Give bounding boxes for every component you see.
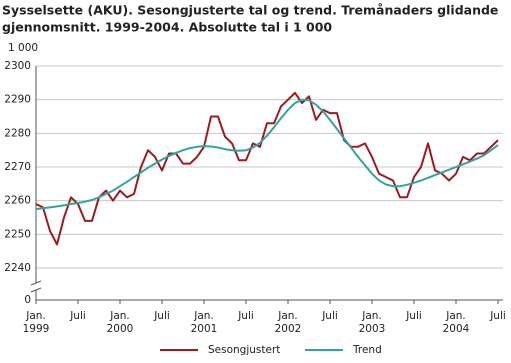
legend-label: Trend [352,344,382,356]
series-line [35,98,499,211]
y-tick-label: 2290 [4,94,31,106]
x-tick-label: Juli [69,310,86,322]
legend-label: Sesongjustert [208,344,280,356]
y-tick-label: 2270 [4,161,31,173]
x-tick-label: Jan. 2001 [191,310,218,335]
y-tick-label: 2250 [4,228,31,240]
y-tick-label: 2260 [4,195,31,207]
x-tick-label: Juli [153,310,170,322]
x-tick-label: Juli [321,310,338,322]
chart-subtitle: gjennomsnitt. 1999-2004. Absolutte tal i… [2,20,332,35]
x-tick-label: Jan. 1999 [23,310,50,335]
x-tick-label: Jan. 2000 [107,310,134,335]
y-tick-label: 2240 [4,262,31,274]
x-tick-label: Juli [237,310,254,322]
y-tick-label: 0 [24,294,31,306]
y-tick-label: 2300 [4,60,31,72]
x-tick-label: Jan. 2002 [275,310,302,335]
x-tick-label: Juli [405,310,422,322]
series-line [35,91,499,246]
x-tick-label: Juli [489,310,506,322]
y-unit-label: 1 000 [8,42,38,54]
axis-break [30,287,42,293]
axis-break [30,280,42,286]
x-tick-label: Jan. 2004 [443,310,470,335]
y-tick-label: 2280 [4,127,31,139]
chart-title: Sysselsette (AKU). Sesongjusterte tal og… [2,3,498,18]
x-tick-label: Jan. 2003 [359,310,386,335]
